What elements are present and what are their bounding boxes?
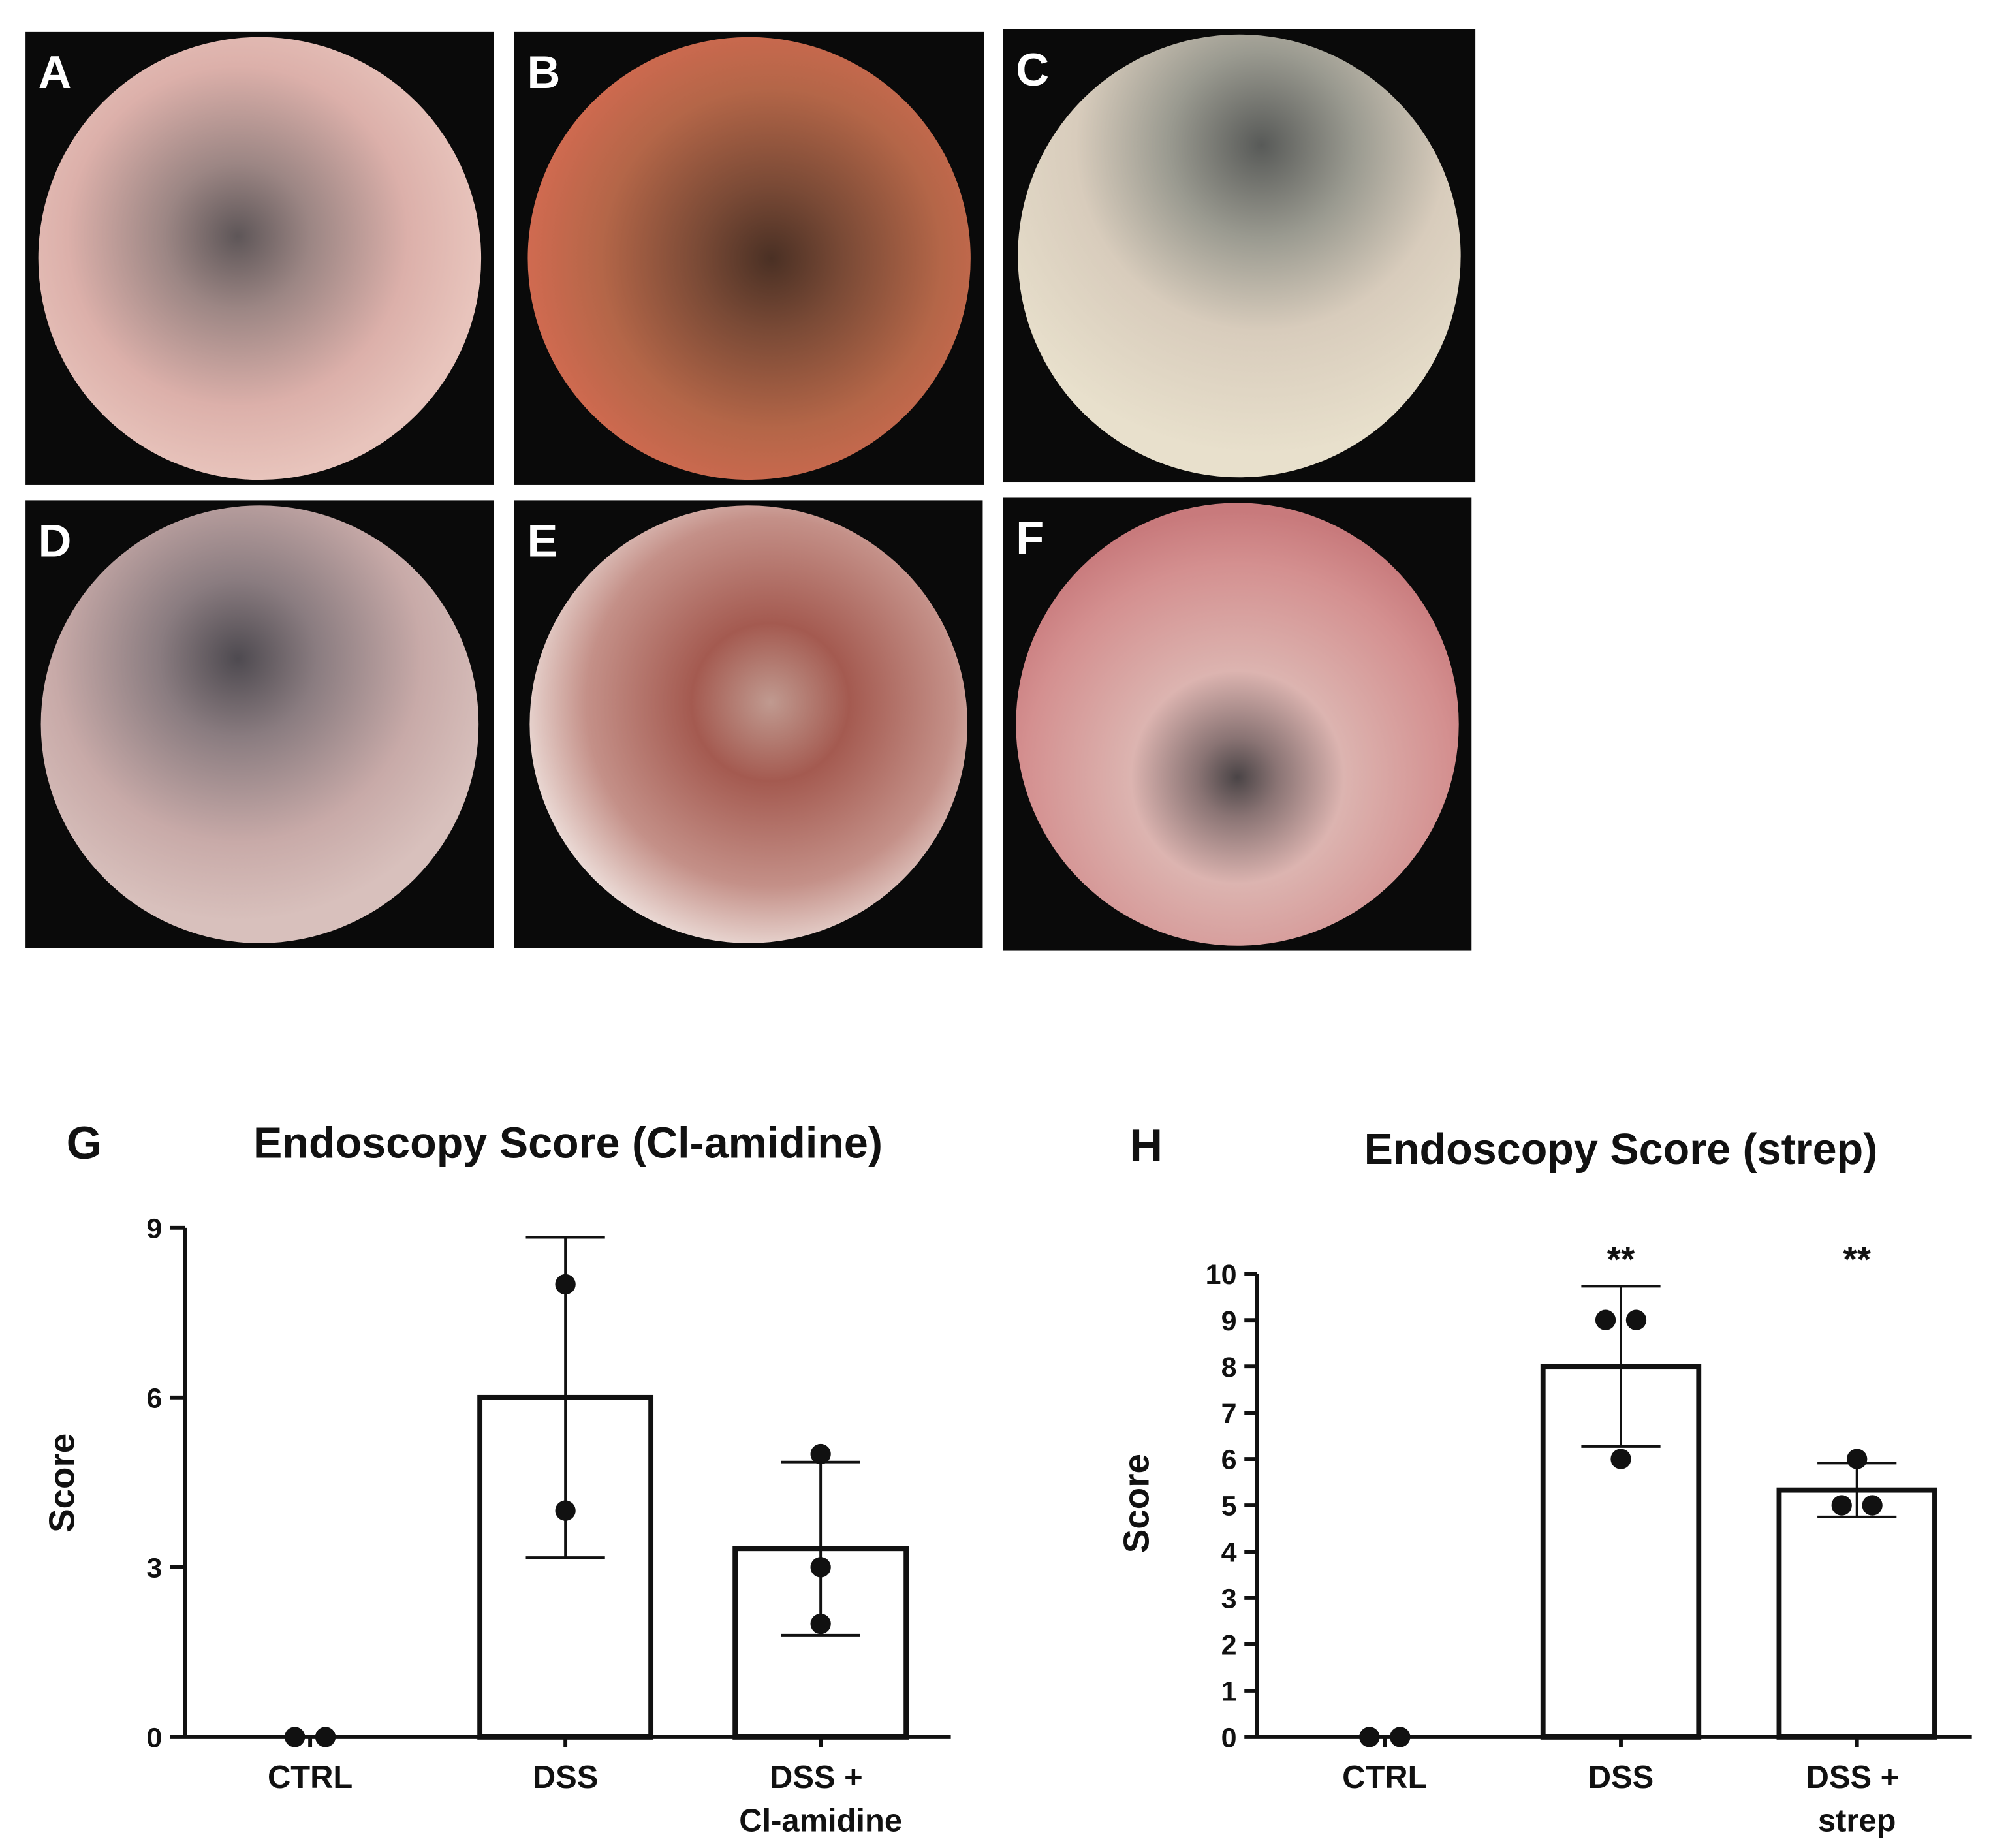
bar (1776, 1487, 1937, 1740)
error-bar (1581, 1285, 1661, 1448)
y-tick-label: 10 (1206, 1259, 1237, 1291)
data-point (1847, 1449, 1868, 1469)
panel-label: G (67, 1117, 102, 1168)
data-point (555, 1274, 576, 1295)
y-tick-label: 6 (146, 1383, 162, 1414)
endoscopy-photo (1018, 34, 1461, 478)
endoscopy-photo (38, 37, 482, 480)
y-tick-label: 9 (1221, 1306, 1237, 1337)
panel-label: H (1129, 1120, 1163, 1171)
y-axis-label: Score (41, 1433, 82, 1533)
significance-annotation: ** (1843, 1238, 1871, 1279)
y-tick-label: 2 (1221, 1630, 1237, 1661)
endoscopy-photo (529, 505, 967, 943)
x-tick-label: CTRL (1342, 1760, 1427, 1795)
data-point (810, 1557, 831, 1578)
panel-label: B (527, 46, 560, 98)
y-tick-label: 7 (1221, 1398, 1237, 1430)
data-point (1359, 1727, 1380, 1747)
panel-label: F (1016, 512, 1044, 564)
x-tick-label: DSS + Cl-amidine (739, 1760, 902, 1838)
y-tick-label: 9 (146, 1213, 162, 1244)
data-point (1862, 1495, 1883, 1516)
y-tick-label: 0 (1221, 1723, 1237, 1754)
data-point (1625, 1309, 1647, 1330)
y-axis-label: Score (1116, 1454, 1157, 1553)
x-tick-label: DSS (533, 1760, 598, 1795)
y-tick-label: 3 (146, 1553, 162, 1584)
y-tick-label: 0 (146, 1723, 162, 1754)
x-tick-label: DSS (1588, 1760, 1654, 1795)
data-point (285, 1727, 306, 1747)
panel-label: E (527, 514, 557, 566)
endoscopy-photo (527, 37, 971, 480)
data-point (1831, 1495, 1852, 1516)
data-point (1390, 1727, 1411, 1747)
data-point (1610, 1449, 1631, 1469)
data-point (315, 1727, 336, 1747)
chart-title: Endoscopy Score (Cl-amidine) (253, 1119, 883, 1167)
x-tick-label: DSS + strep (1806, 1760, 1908, 1838)
endoscopy-photo (1016, 503, 1459, 946)
panel-label: A (39, 46, 72, 98)
y-tick-label: 5 (1221, 1491, 1237, 1522)
panel-label: D (39, 514, 72, 566)
y-tick-label: 8 (1221, 1352, 1237, 1383)
y-tick-label: 6 (1221, 1445, 1237, 1476)
y-tick-label: 4 (1221, 1537, 1237, 1569)
data-point (810, 1613, 831, 1635)
chart-title: Endoscopy Score (strep) (1364, 1125, 1878, 1174)
panel-label: C (1016, 44, 1049, 95)
significance-annotation: ** (1607, 1238, 1635, 1279)
data-point (810, 1443, 831, 1465)
x-tick-label: CTRL (268, 1760, 353, 1795)
data-point (1595, 1309, 1616, 1330)
data-point (555, 1500, 576, 1521)
endoscopy-photo (40, 505, 479, 943)
y-tick-label: 3 (1221, 1584, 1237, 1615)
y-tick-label: 1 (1221, 1676, 1237, 1708)
